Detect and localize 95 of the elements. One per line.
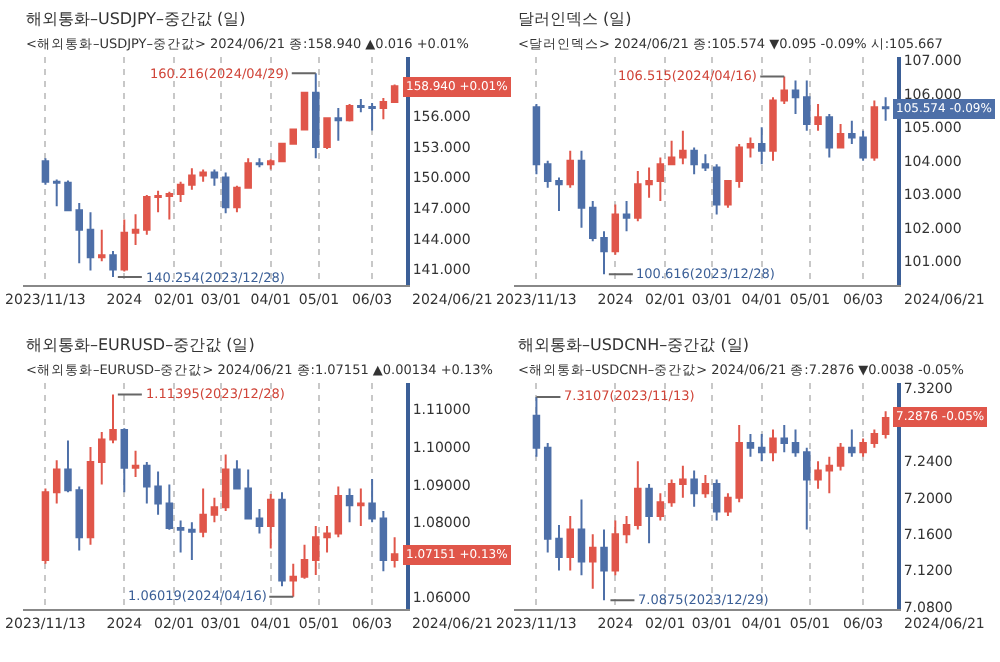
candlestick [131,449,140,479]
candlestick [52,178,61,208]
candlestick [300,543,309,580]
candlestick [379,509,388,573]
candlestick [611,519,620,577]
candlestick [656,156,665,203]
candlestick [656,492,665,522]
candlestick [109,250,117,279]
candlestick [188,521,196,561]
candlestick [221,171,230,215]
candlestick [221,453,230,512]
candlestick [600,528,608,602]
candlestick [679,464,687,499]
candlestick [881,410,890,440]
candlestick [746,433,755,458]
candlestick [41,157,50,186]
candlestick [577,149,586,229]
candlestick [634,460,642,531]
candlestick [97,228,106,263]
candlestick [814,460,822,490]
candlestick [588,533,597,590]
candlestick [300,90,309,132]
candlestick [199,487,207,539]
candlestick [543,159,552,189]
candlestick [645,483,653,545]
candlestick [379,96,388,121]
candlestick [368,477,376,524]
candlestick [255,508,264,535]
candlestick [690,146,698,176]
candlestick [757,126,766,166]
candlestick [210,496,219,524]
candlestick [266,493,275,550]
candlestick [870,428,879,449]
candlestick [120,427,129,494]
candlestick [278,491,286,588]
candlestick [836,442,845,472]
candlestick [577,498,586,577]
candlestick [390,536,399,569]
candlestick [701,153,710,172]
candlestick [757,433,766,463]
candlestick [870,99,879,162]
candlestick [780,423,789,454]
candlestick [667,478,676,508]
candlestick [803,79,811,132]
candlestick [289,562,298,598]
candlestick [334,107,343,142]
candlestick [52,459,61,505]
candlestick [255,157,264,169]
candlestick [334,485,343,539]
candlestick [323,116,331,150]
candlestick [622,514,631,545]
candlestick [848,428,856,458]
candlestick [712,478,721,522]
candlestick [165,190,174,221]
candlestick [176,180,185,204]
candlestick [345,103,354,123]
candlestick [555,176,563,213]
candlestick [532,395,541,458]
chart-title: 해외통화–EURUSD–중간값 (일) [26,336,255,354]
candlestick [543,442,552,554]
candlestick [176,519,185,554]
candlestick [165,483,174,531]
candlestick [345,487,354,524]
candlestick [390,83,399,104]
candlestick [622,200,631,233]
candlestick [814,102,822,132]
candlestick [791,428,800,458]
candlestick [266,158,275,171]
candlestick [825,455,834,495]
candlestick [566,514,574,572]
candlestick [611,203,620,256]
candlestick [667,139,676,166]
candlestick [881,96,890,122]
candlestick [859,437,867,458]
candlestick [357,487,365,528]
candlestick [825,112,834,159]
candlestick [690,469,698,508]
candlestick [679,129,687,166]
chart-title: 달러인덱스 (일) [518,10,632,28]
candlestick [532,102,541,176]
candlestick [836,123,845,149]
candlestick [701,473,710,499]
candlestick [791,79,800,115]
candlestick [769,428,777,463]
candlestick [746,136,755,159]
candlestick [210,168,219,187]
candlestick [712,163,721,216]
candlestick [120,218,129,273]
candlestick [131,213,140,246]
candlestick [555,524,563,572]
candlestick [566,149,574,189]
chart-title: 해외통화–USDJPY–중간값 (일) [26,10,246,28]
chart-title: 해외통화–USDCNH–중간값 (일) [518,336,749,354]
candlestick [86,445,95,546]
candlestick [86,211,95,272]
